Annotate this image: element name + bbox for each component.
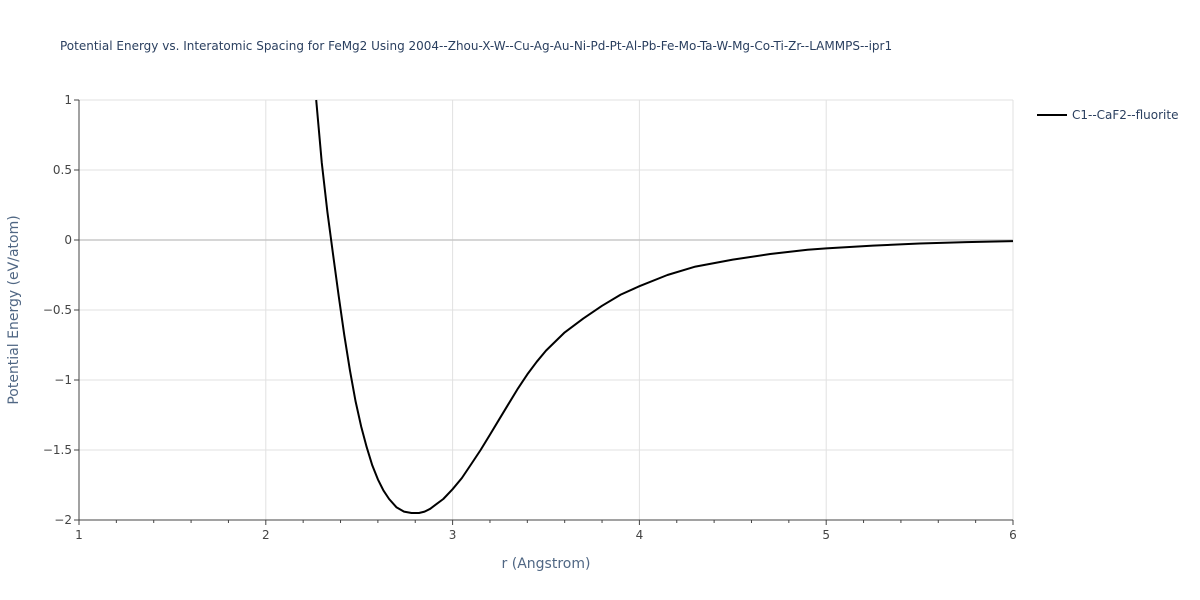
x-tick-label-2: 3 (449, 528, 457, 542)
y-tick-label-1: 0.5 (53, 163, 72, 177)
y-axis-title: Potential Energy (eV/atom) (6, 215, 22, 404)
chart-title: Potential Energy vs. Interatomic Spacing… (60, 39, 892, 53)
y-tick-label-3: −0.5 (43, 303, 72, 317)
y-tick-label-5: −1.5 (43, 443, 72, 457)
ticks-layer: 1 2 3 4 5 6 1 0.5 0 −0.5 −1 −1.5 −2 (43, 93, 1017, 542)
x-tick-label-4: 5 (822, 528, 830, 542)
grid-layer (79, 99, 1014, 520)
y-tick-label-2: 0 (64, 233, 72, 247)
y-tick-label-6: −2 (54, 513, 72, 527)
x-tick-label-1: 2 (262, 528, 270, 542)
series-layer (315, 99, 1014, 514)
y-tick-label-0: 1 (64, 93, 72, 107)
x-tick-label-3: 4 (636, 528, 644, 542)
x-axis-title: r (Angstrom) (502, 556, 591, 572)
legend-label-c1-caf2-fluorite: C1--CaF2--fluorite (1072, 108, 1178, 122)
x-tick-label-0: 1 (75, 528, 83, 542)
x-tick-label-5: 6 (1009, 528, 1017, 542)
y-tick-label-4: −1 (54, 373, 72, 387)
legend[interactable]: C1--CaF2--fluorite (1037, 108, 1178, 122)
series-line-0 (315, 99, 1014, 514)
